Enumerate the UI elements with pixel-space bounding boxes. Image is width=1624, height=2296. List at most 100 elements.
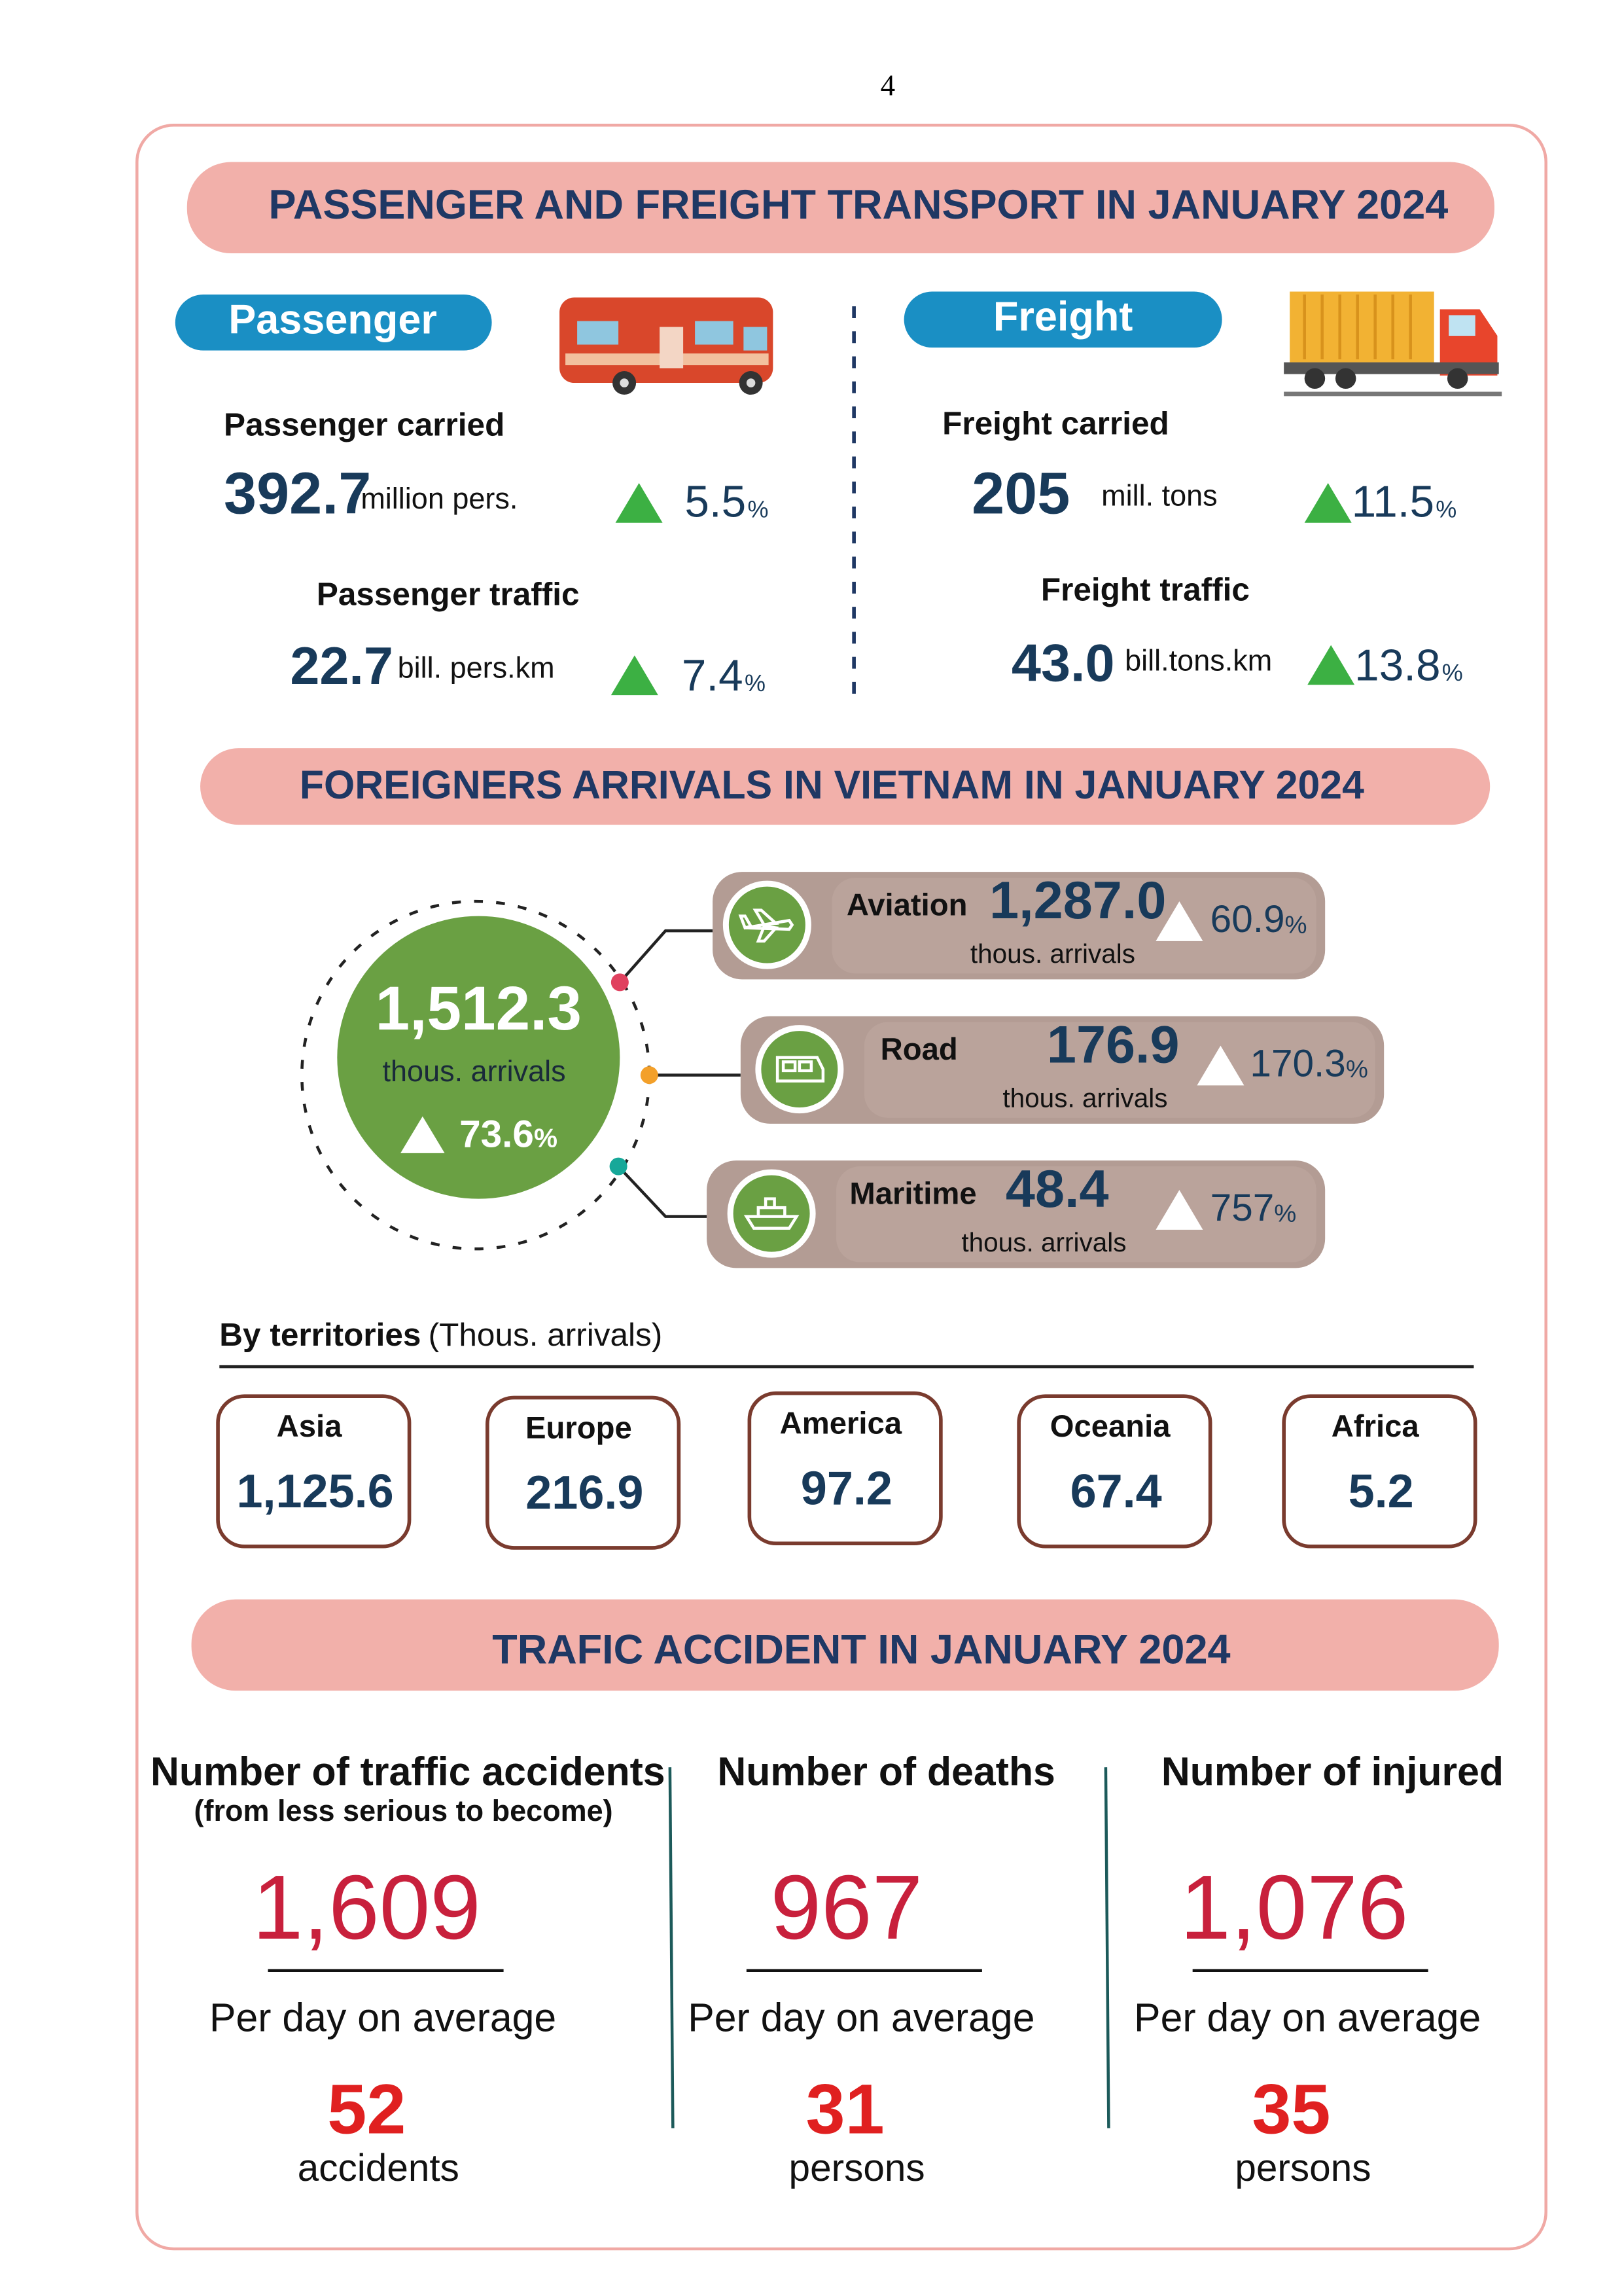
mode-value: 176.9: [1047, 1016, 1180, 1075]
frame: [135, 124, 1547, 2251]
territory-box: [485, 1395, 681, 1550]
column-title: Number of injured: [1161, 1749, 1504, 1793]
mode-box-inner: [832, 878, 1316, 974]
change-unit: %: [1436, 495, 1456, 522]
up-arrow: [1304, 483, 1352, 523]
change-unit: %: [1285, 910, 1307, 939]
metric-change: 5.5: [684, 478, 746, 527]
connector: [617, 1165, 707, 1218]
column-title: Number of traffic accidents: [150, 1749, 665, 1793]
banner: [200, 748, 1491, 825]
metric-label: Freight traffic: [1041, 572, 1250, 608]
up-arrow: [1307, 645, 1355, 685]
dot: [609, 1157, 627, 1175]
page-number: 4: [881, 69, 895, 101]
mode-icon: [743, 1197, 800, 1230]
mode-change: 757: [1210, 1187, 1275, 1229]
connector: [618, 929, 713, 984]
pill-label: Passenger: [228, 296, 437, 342]
mode-value: 48.4: [1006, 1160, 1109, 1219]
dot: [610, 973, 629, 992]
total-number: 1,076: [1180, 1856, 1408, 1958]
up-arrow: [400, 1116, 445, 1153]
territory-value: 5.2: [1349, 1465, 1414, 1518]
territories-title: By territories: [219, 1317, 421, 1353]
metric-change: 7.4: [682, 651, 743, 700]
territory-box: [747, 1391, 943, 1545]
up-arrow: [610, 655, 658, 696]
territories-note: (Thous. arrivals): [429, 1317, 663, 1353]
up-arrow: [615, 483, 663, 523]
territory-box: [216, 1394, 412, 1549]
per-day-value: 31: [806, 2070, 885, 2149]
metric-label: Freight carried: [942, 405, 1169, 441]
banner: [191, 1599, 1499, 1691]
metric-unit: million pers.: [361, 482, 518, 515]
per-day-label: Per day on average: [1134, 1995, 1481, 2039]
banner: [186, 162, 1494, 254]
up-arrow: [1197, 1045, 1244, 1086]
bus-icon: [559, 297, 773, 395]
section-title: PASSENGER AND FREIGHT TRANSPORT IN JANUA…: [268, 182, 1448, 228]
pill-label: Freight: [993, 294, 1133, 340]
metric-label: Passenger traffic: [317, 576, 580, 612]
metric-unit: bill. pers.km: [398, 651, 555, 685]
territory-value: 97.2: [801, 1462, 892, 1515]
column-title: Number of deaths: [717, 1749, 1055, 1793]
territory-label: Asia: [277, 1409, 343, 1444]
metric-value: 22.7: [290, 637, 393, 696]
metric-change: 13.8: [1354, 641, 1440, 690]
total-number: 967: [771, 1856, 923, 1958]
total-circle: [337, 916, 620, 1199]
change-unit: %: [534, 1122, 557, 1153]
change-unit: %: [1274, 1199, 1296, 1227]
mode-unit: thous. arrivals: [961, 1227, 1126, 1257]
per-day-value: 35: [1252, 2070, 1330, 2149]
change-unit: %: [1346, 1055, 1368, 1083]
total-change: 73.6: [459, 1113, 534, 1156]
up-arrow: [1156, 1190, 1203, 1230]
section-title: FOREIGNERS ARRIVALS IN VIETNAM IN JANUAR…: [300, 762, 1364, 807]
mode-value: 1,287.0: [989, 871, 1166, 930]
truck-icon: [1284, 291, 1502, 397]
mode-label: Aviation: [847, 888, 968, 923]
total-number: 1,609: [253, 1856, 481, 1958]
territory-value: 1,125.6: [236, 1465, 393, 1518]
territory-label: America: [780, 1407, 902, 1441]
change-unit: %: [1442, 659, 1463, 686]
change-unit: %: [747, 495, 768, 522]
territory-value: 67.4: [1070, 1465, 1162, 1518]
metric-unit: mill. tons: [1101, 478, 1218, 512]
mode-box-inner: [836, 1166, 1316, 1263]
mode-unit: thous. arrivals: [1002, 1083, 1167, 1113]
territory-value: 216.9: [525, 1467, 643, 1519]
mode-unit: thous. arrivals: [970, 939, 1135, 969]
per-day-label: Per day on average: [209, 1995, 556, 2039]
up-arrow: [1156, 901, 1203, 941]
total-unit: thous. arrivals: [383, 1054, 566, 1088]
mode-icon-bg: [727, 1169, 816, 1258]
column-subtitle: (from less serious to become): [194, 1794, 612, 1827]
territory-label: Africa: [1332, 1409, 1420, 1444]
metric-unit: bill.tons.km: [1125, 643, 1272, 677]
column-dividers: [668, 1767, 1110, 2128]
dot: [640, 1066, 658, 1085]
per-day-unit: persons: [1235, 2147, 1371, 2189]
total-value: 1,512.3: [376, 974, 582, 1043]
metric-value: 43.0: [1012, 634, 1115, 693]
territory-label: Europe: [525, 1410, 632, 1445]
mode-label: Road: [881, 1032, 958, 1067]
territory-label: Oceania: [1050, 1409, 1171, 1444]
section-title: TRAFIC ACCIDENT IN JANUARY 2024: [492, 1626, 1230, 1672]
metric-value: 205: [972, 461, 1070, 526]
mode-change: 170.3: [1250, 1043, 1345, 1085]
change-unit: %: [745, 670, 766, 696]
territory-box: [1017, 1394, 1212, 1549]
territory-box: [1282, 1394, 1477, 1549]
mode-icon: [738, 908, 794, 943]
mode-icon: [775, 1056, 825, 1083]
metric-change: 11.5: [1352, 478, 1434, 527]
per-day-label: Per day on average: [688, 1995, 1034, 2039]
